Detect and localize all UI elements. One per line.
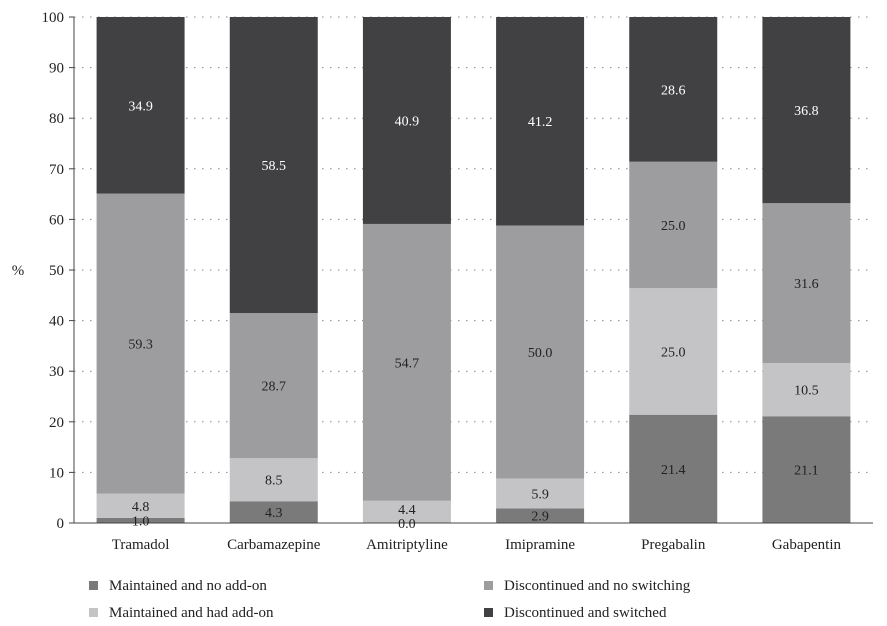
data-label: 0.0 — [398, 517, 416, 532]
x-tick-label: Tramadol — [112, 537, 170, 553]
y-tick-label: 50 — [49, 263, 64, 279]
legend-swatch — [89, 581, 98, 590]
data-label: 28.7 — [262, 380, 287, 395]
bar-segment — [362, 500, 451, 523]
bar-segment — [362, 17, 451, 224]
bar-segment — [629, 161, 718, 289]
y-tick-label: 20 — [49, 415, 64, 431]
legend: Maintained and no add-on Maintained and h… — [89, 578, 691, 621]
data-label: 21.4 — [661, 463, 686, 478]
y-tick-label: 30 — [49, 364, 64, 380]
data-label: 8.5 — [265, 474, 283, 489]
data-label: 31.6 — [794, 277, 819, 292]
bar-segment — [229, 17, 318, 314]
bar-segment — [496, 17, 585, 226]
data-label: 25.0 — [661, 219, 686, 234]
data-label: 40.9 — [395, 114, 420, 129]
bar-segment — [362, 223, 451, 501]
bar-segment — [96, 517, 185, 523]
x-tick-label: Pregabalin — [641, 537, 706, 553]
data-label: 4.4 — [398, 503, 416, 518]
bar-segment — [496, 478, 585, 509]
data-label: 2.9 — [531, 510, 549, 525]
data-label: 10.5 — [794, 384, 819, 399]
bar-segment — [229, 458, 318, 502]
x-tick-label: Amitriptyline — [366, 537, 448, 553]
y-tick-label: 80 — [49, 111, 64, 127]
x-tick-label: Gabapentin — [772, 537, 842, 553]
axes: 0 10 20 30 40 50 60 70 80 90 100% Tramadol Carbamaze… — [12, 10, 873, 553]
bar-segment — [629, 414, 718, 523]
legend-swatch — [89, 608, 98, 617]
y-tick-label: 10 — [49, 465, 64, 481]
x-tick-label: Imipramine — [505, 537, 575, 553]
bar-segment — [496, 508, 585, 523]
data-label: 5.9 — [531, 487, 549, 502]
bar-segment — [96, 493, 185, 518]
bar-segment — [96, 17, 185, 194]
y-tick-label: 40 — [49, 314, 64, 330]
bar-segment — [629, 288, 718, 415]
data-label: 25.0 — [661, 345, 686, 360]
legend-swatch — [484, 581, 493, 590]
data-label: 4.3 — [265, 506, 283, 521]
bar-segment — [229, 501, 318, 523]
bar-segment — [762, 416, 851, 523]
data-label: 59.3 — [128, 338, 153, 353]
y-tick-label: 70 — [49, 162, 64, 178]
data-label: 50.0 — [528, 346, 553, 361]
labels: 1.04.8 59.3 34.9 4.3 8.5 28.7 58.5 0.04.4 54.7 40… — [128, 83, 818, 532]
data-label: 54.7 — [395, 356, 420, 371]
data-label: 21.1 — [794, 464, 819, 479]
legend-label: Discontinued and no switching — [504, 578, 691, 594]
bar-segment — [229, 313, 318, 459]
data-label: 34.9 — [128, 99, 153, 114]
bar-segment — [762, 363, 851, 417]
y-tick-label: 100 — [42, 10, 65, 26]
data-label: 28.6 — [661, 83, 686, 98]
legend-swatch — [484, 608, 493, 617]
data-label: 58.5 — [262, 159, 287, 174]
x-tick-label: Carbamazepine — [227, 537, 321, 553]
bar-segment — [762, 17, 851, 204]
data-label: 41.2 — [528, 115, 553, 130]
y-tick-label: 60 — [49, 212, 64, 228]
gridlines — [74, 16, 873, 473]
data-label: 4.8 — [132, 500, 150, 515]
bar-segment — [762, 203, 851, 364]
y-tick-label: 90 — [49, 61, 64, 77]
y-tick-label: 0 — [57, 516, 65, 532]
bar-segment — [629, 17, 718, 162]
legend-label: Maintained and had add-on — [109, 605, 274, 621]
bar-segment — [96, 193, 185, 494]
bars — [96, 17, 851, 523]
data-label: 1.0 — [132, 514, 150, 529]
data-label: 36.8 — [794, 104, 819, 119]
legend-label: Discontinued and switched — [504, 605, 667, 621]
y-axis-label: % — [12, 263, 25, 279]
legend-label: Maintained and no add-on — [109, 578, 267, 594]
bar-segment — [496, 225, 585, 479]
